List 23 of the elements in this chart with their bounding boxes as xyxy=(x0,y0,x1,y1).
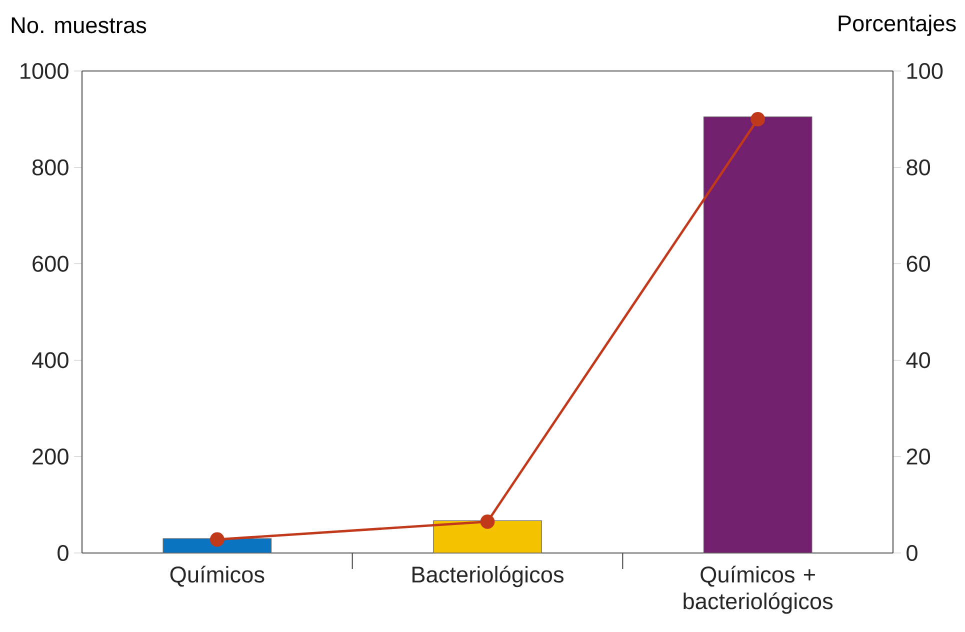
y2-axis-title: Porcentajes xyxy=(838,14,956,36)
bar xyxy=(703,116,812,554)
y2-tick-label: 100 xyxy=(907,62,943,80)
x-tick-label: Bacteriológicos xyxy=(412,566,564,588)
y-tick-label: 200 xyxy=(32,448,68,465)
x-tick-label: Químicos + bacteriológicos xyxy=(684,566,833,614)
point xyxy=(210,532,224,547)
y-tick-label: 800 xyxy=(32,159,68,176)
y2-tick-label: 20 xyxy=(906,448,930,465)
y2-tick-label: 80 xyxy=(906,159,930,176)
y2-tick-label: 60 xyxy=(906,256,930,272)
y-axis-title: No. muestras xyxy=(12,17,146,34)
y-tick-label: 0 xyxy=(58,544,68,562)
y-tick-label: 1000 xyxy=(20,62,68,80)
y-tick-label: 600 xyxy=(32,256,68,272)
y2-tick-label: 40 xyxy=(906,352,930,368)
point xyxy=(750,112,766,126)
y2-tick-label: 0 xyxy=(906,544,918,562)
bar xyxy=(162,538,272,554)
point xyxy=(480,514,495,529)
x-tick-label: Químicos xyxy=(170,566,264,587)
bar xyxy=(433,520,542,554)
y-tick-label: 400 xyxy=(32,352,68,368)
